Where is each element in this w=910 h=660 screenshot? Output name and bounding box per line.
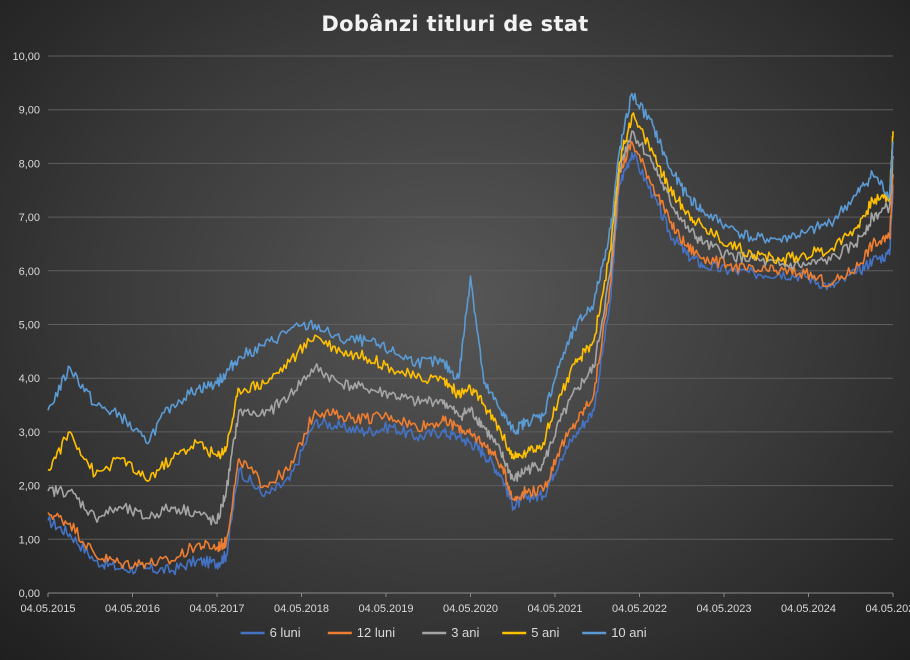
series-line-5-ani bbox=[47, 112, 894, 482]
x-tick-label: 04.05.2020 bbox=[443, 603, 498, 615]
y-tick-label: 8,00 bbox=[19, 158, 40, 170]
x-tick-label: 04.05.2021 bbox=[527, 603, 582, 615]
gridlines bbox=[48, 55, 893, 594]
x-tick-label: 04.05.2018 bbox=[274, 603, 329, 615]
x-axis-ticks: 04.05.2015 04.05.2016 04.05.2017 04.05.2018… bbox=[20, 593, 910, 615]
y-axis-ticks: 0,00 1,00 2,00 3,00 4,00 5,00 6,00 7,00 8,00 9,00… bbox=[12, 51, 40, 600]
legend-label: 6 luni bbox=[270, 625, 301, 640]
y-tick-label: 6,00 bbox=[19, 266, 40, 278]
y-tick-label: 3,00 bbox=[19, 427, 40, 439]
y-tick-label: 2,00 bbox=[19, 481, 40, 493]
x-tick-label: 04.05.2015 bbox=[20, 603, 75, 615]
legend-label: 10 ani bbox=[611, 625, 647, 640]
x-tick-label: 04.05.2019 bbox=[358, 603, 413, 615]
y-tick-label: 9,00 bbox=[19, 105, 40, 117]
x-tick-label: 04.05.2023 bbox=[696, 603, 751, 615]
x-tick-label: 04.05.2016 bbox=[105, 603, 160, 615]
legend-label: 5 ani bbox=[531, 625, 559, 640]
x-tick-label: 04.05.2022 bbox=[612, 603, 667, 615]
y-tick-label: 7,00 bbox=[19, 212, 40, 224]
y-tick-label: 1,00 bbox=[19, 534, 40, 546]
y-tick-label: 0,00 bbox=[19, 588, 40, 600]
x-tick-label: 04.05.2024 bbox=[781, 603, 836, 615]
legend-label: 3 ani bbox=[451, 625, 479, 640]
series-layer bbox=[47, 92, 894, 576]
x-tick-label: 04.05.2017 bbox=[189, 603, 244, 615]
x-tick-label: 04.05.2025 bbox=[865, 603, 910, 615]
series-line-6-luni bbox=[47, 151, 894, 576]
series-line-10-ani bbox=[47, 92, 894, 445]
legend: 6 luni 12 luni 3 ani 5 ani 10 ani bbox=[240, 625, 647, 640]
y-tick-label: 10,00 bbox=[12, 51, 40, 63]
series-line-3-ani bbox=[47, 130, 894, 526]
series-line-12-luni bbox=[47, 141, 894, 570]
legend-label: 12 luni bbox=[357, 625, 395, 640]
chart-title: Dobânzi titluri de stat bbox=[321, 12, 589, 36]
y-tick-label: 4,00 bbox=[19, 373, 40, 385]
y-tick-label: 5,00 bbox=[19, 320, 40, 332]
